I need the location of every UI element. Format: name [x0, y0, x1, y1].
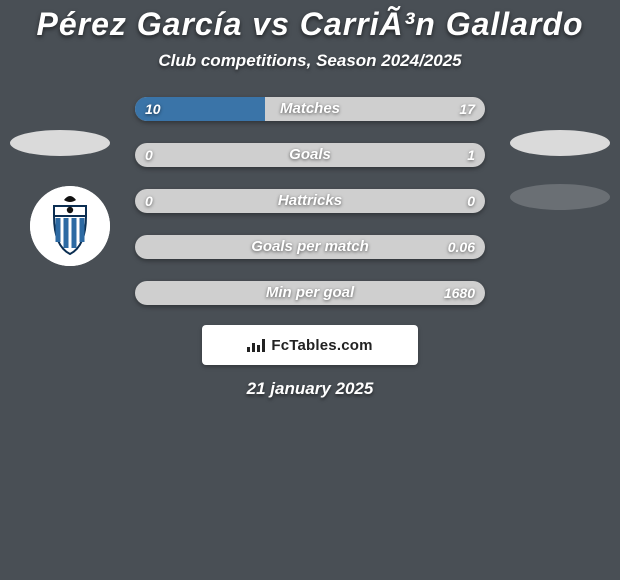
stat-label: Min per goal: [135, 281, 485, 305]
stat-value-right: 1: [467, 143, 475, 167]
stat-label: Hattricks: [135, 189, 485, 213]
snapshot-date: 21 january 2025: [0, 379, 620, 399]
site-attribution[interactable]: FcTables.com: [202, 325, 418, 365]
stat-label: Goals per match: [135, 235, 485, 259]
stat-row: Hattricks0 0: [135, 183, 485, 219]
stat-row: Goals per match0.06: [135, 229, 485, 265]
player-oval-left: [10, 130, 110, 156]
player-oval-right: [510, 184, 610, 210]
stat-value-right: 1680: [444, 281, 475, 305]
page-title: Pérez García vs CarriÃ³n Gallardo: [0, 6, 620, 43]
stat-label: Goals: [135, 143, 485, 167]
club-badge-left: [30, 186, 110, 266]
stat-label: Matches: [135, 97, 485, 121]
bar-chart-icon: [247, 338, 265, 352]
stat-value-left: 10: [145, 97, 161, 121]
comparison-card: Pérez García vs CarriÃ³n Gallardo Club c…: [0, 6, 620, 399]
stat-value-right: 0: [467, 189, 475, 213]
stat-value-right: 17: [459, 97, 475, 121]
player-oval-right: [510, 130, 610, 156]
subtitle: Club competitions, Season 2024/2025: [0, 51, 620, 71]
stat-value-left: 0: [145, 189, 153, 213]
stat-row: Matches10 17: [135, 91, 485, 127]
stat-value-right: 0.06: [448, 235, 475, 259]
site-name: FcTables.com: [271, 337, 372, 354]
stat-row: Goals0 1: [135, 137, 485, 173]
stat-row: Min per goal1680: [135, 275, 485, 311]
stat-value-left: 0: [145, 143, 153, 167]
club-crest-icon: [30, 186, 110, 266]
